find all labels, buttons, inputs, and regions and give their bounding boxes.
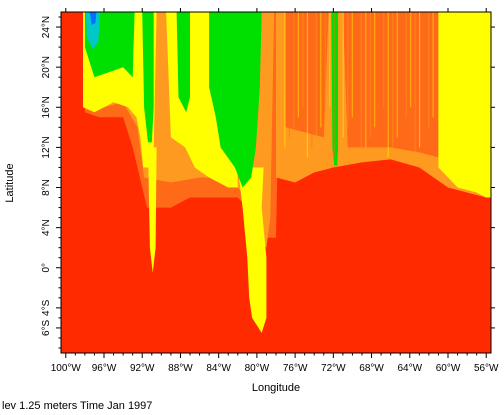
texture-streak	[392, 12, 394, 148]
texture-streak	[387, 12, 389, 158]
texture-streak	[320, 12, 322, 128]
texture-streak	[356, 12, 358, 108]
x-tick-label: 76°W	[283, 363, 308, 374]
texture-streak	[401, 12, 403, 128]
texture-streak	[311, 12, 313, 148]
texture-streak	[419, 12, 421, 148]
texture-streak	[279, 12, 281, 158]
y-tick-label: 20°N	[41, 56, 52, 78]
y-tick-label: 0°	[41, 263, 52, 273]
y-axis-ticks: 6°S 4°S 0° 4°N 8°N 12°N 16°N 20°N 24°N	[41, 16, 495, 349]
texture-streak	[360, 12, 362, 158]
texture-streak	[410, 12, 412, 108]
x-axis-ticks: 100°W 96°W 92°W 88°W 84°W 80°W 76°W 72°W 68°W 64°…	[51, 8, 499, 374]
region-green-92	[142, 12, 154, 143]
texture-streak	[374, 12, 376, 128]
region-orange-east-2	[342, 12, 439, 158]
texture-streak	[365, 12, 367, 148]
region-cyan	[85, 12, 101, 50]
texture-streak	[315, 12, 317, 138]
texture-streak	[324, 12, 326, 118]
y-tick-label: 4°N	[41, 219, 52, 236]
texture-streak	[297, 12, 299, 118]
y-tick-label: 4°S	[41, 299, 52, 316]
region-blue	[89, 12, 97, 25]
texture-streak	[338, 12, 340, 148]
x-tick-label: 88°W	[168, 363, 193, 374]
region-yellow-east	[438, 12, 491, 198]
texture-streak	[423, 12, 425, 138]
heatmap-plot-area	[61, 12, 491, 353]
y-tick-label: 24°N	[41, 16, 52, 38]
x-tick-label: 80°W	[245, 363, 270, 374]
region-green-88	[176, 12, 190, 113]
x-tick-label: 60°W	[436, 363, 461, 374]
region-orange-east	[285, 12, 329, 138]
texture-streak	[342, 12, 344, 138]
y-tick-label: 6°S	[41, 319, 52, 336]
texture-streak	[284, 12, 286, 148]
texture-streak	[378, 12, 380, 118]
texture-streak	[351, 12, 353, 118]
texture-streak	[347, 12, 349, 128]
texture-streak	[414, 12, 416, 158]
x-axis-title: Longitude	[252, 382, 300, 394]
region-green-stripe-71	[331, 12, 339, 166]
x-tick-label: 100°W	[51, 363, 82, 374]
texture-streak	[428, 12, 430, 128]
texture-streak	[405, 12, 407, 118]
texture-streak	[333, 12, 335, 158]
x-tick-label: 56°W	[474, 363, 499, 374]
texture-streak	[302, 12, 304, 108]
region-green-band	[209, 12, 262, 188]
x-tick-label: 92°W	[130, 363, 155, 374]
texture-streak	[432, 12, 434, 118]
texture-streak	[396, 12, 398, 138]
x-tick-label: 64°W	[397, 363, 422, 374]
x-tick-label: 72°W	[321, 363, 346, 374]
y-axis-title: Latitude	[4, 163, 16, 202]
region-yellow-spike	[148, 147, 157, 273]
texture-streak	[288, 12, 290, 138]
footer-caption: lev 1.25 meters Time Jan 1997	[2, 400, 153, 412]
y-tick-label: 16°N	[41, 96, 52, 118]
x-tick-label: 84°W	[206, 363, 231, 374]
y-tick-label: 12°N	[41, 136, 52, 158]
texture-streak	[383, 12, 385, 108]
texture-streak	[329, 12, 331, 108]
texture-streak	[293, 12, 295, 128]
region-yellow-plume	[237, 167, 267, 333]
x-tick-label: 96°W	[92, 363, 117, 374]
texture-streak	[369, 12, 371, 138]
x-tick-label: 68°W	[359, 363, 384, 374]
y-tick-label: 8°N	[41, 179, 52, 196]
texture-streak	[306, 12, 308, 158]
